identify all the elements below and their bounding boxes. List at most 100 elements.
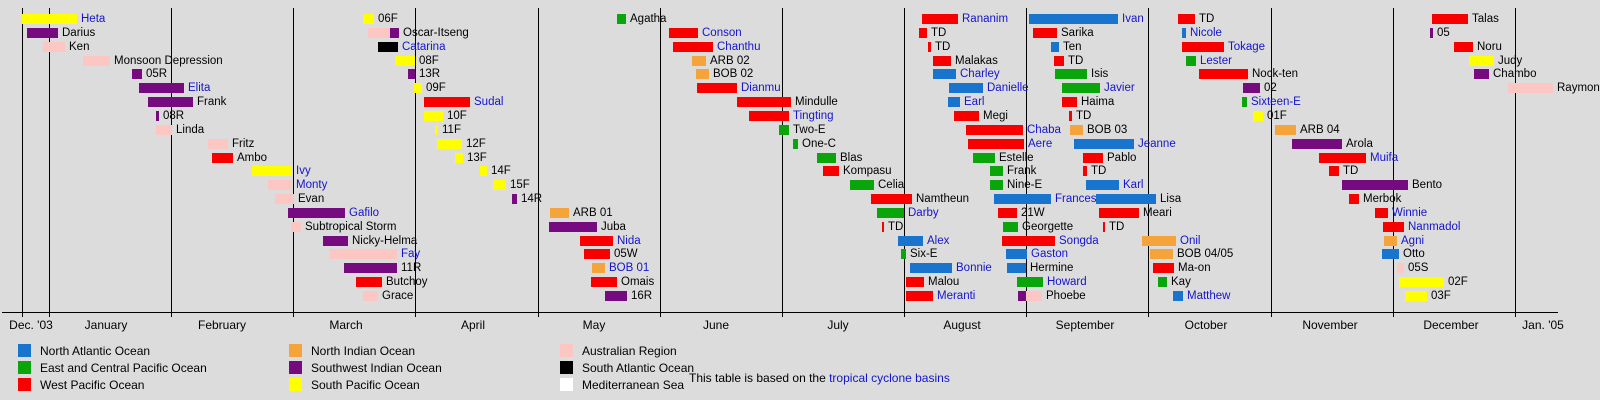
storm-label-frank: Frank: [197, 96, 227, 108]
storm-label-catarina[interactable]: Catarina: [402, 41, 446, 53]
month-gridline: [293, 8, 294, 312]
storm-label-darby[interactable]: Darby: [908, 207, 939, 219]
storm-label-onil[interactable]: Onil: [1180, 235, 1201, 247]
storm-bar-monty: [268, 180, 292, 190]
storm-label-21w: 21W: [1021, 207, 1045, 219]
storm-bar-otto: [1382, 249, 1399, 259]
storm-label-meranti[interactable]: Meranti: [937, 290, 976, 302]
storm-bar-11f: [435, 125, 438, 135]
storm-label-matthew[interactable]: Matthew: [1187, 290, 1231, 302]
storm-label-malakas: Malakas: [955, 55, 998, 67]
storm-label-javier[interactable]: Javier: [1104, 82, 1135, 94]
storm-label-monty[interactable]: Monty: [296, 179, 328, 191]
storm-label-elita[interactable]: Elita: [188, 82, 211, 94]
storm-label-bob-01[interactable]: BOB 01: [609, 262, 650, 274]
storm-label-agni[interactable]: Agni: [1401, 235, 1425, 247]
storm-label-alex[interactable]: Alex: [927, 235, 950, 247]
storm-label-bonnie[interactable]: Bonnie: [956, 262, 992, 274]
storm-label-05w: 05W: [614, 248, 638, 260]
storm-bar-agatha: [617, 14, 626, 24]
storm-bar-alex: [898, 236, 923, 246]
storm-label-03f: 03F: [1431, 290, 1451, 302]
storm-bar-haima: [1062, 97, 1077, 107]
storm-label-nicole[interactable]: Nicole: [1190, 27, 1222, 39]
legend-label-southwest-indian-ocean: Southwest Indian Ocean: [311, 361, 442, 375]
storm-label-ivy[interactable]: Ivy: [296, 165, 311, 177]
storm-label-judy: Judy: [1498, 55, 1523, 67]
storm-label-muifa[interactable]: Muifa: [1370, 152, 1399, 164]
storm-label-earl[interactable]: Earl: [964, 96, 985, 108]
storm-label-winnie[interactable]: Winnie: [1392, 207, 1428, 219]
month-gridline: [660, 8, 661, 312]
storm-bar-muifa: [1319, 153, 1366, 163]
storm-bar-isis: [1055, 69, 1087, 79]
storm-bar-howard: [1017, 277, 1043, 287]
storm-label-frances[interactable]: Frances: [1055, 193, 1097, 205]
storm-bar-21w: [998, 208, 1017, 218]
storm-label-tokage[interactable]: Tokage: [1228, 41, 1266, 53]
storm-bar-malakas: [933, 56, 951, 66]
storm-label-conson[interactable]: Conson: [702, 27, 742, 39]
storm-label-meari: Meari: [1143, 207, 1172, 219]
storm-label-phoebe: Phoebe: [1046, 290, 1086, 302]
storm-bar-juba: [549, 222, 597, 232]
storm-label-heta[interactable]: Heta: [81, 13, 106, 25]
storm-bar-phoebe: [1026, 291, 1042, 301]
storm-bar-nine-e: [990, 180, 1003, 190]
storm-label-gaston[interactable]: Gaston: [1031, 248, 1069, 260]
storm-bar-two-e: [779, 125, 789, 135]
storm-bar-nanmadol: [1383, 222, 1404, 232]
storm-bar-darius: [27, 28, 58, 38]
storm-label-sudal[interactable]: Sudal: [474, 96, 504, 108]
storm-label-pablo: Pablo: [1107, 152, 1137, 164]
storm-label-td: TD: [1091, 165, 1107, 177]
storm-label-bob-03: BOB 03: [1087, 124, 1128, 136]
storm-label-chaba[interactable]: Chaba: [1027, 124, 1061, 136]
legend-label-south-atlantic-ocean: South Atlantic Ocean: [582, 361, 695, 375]
storm-label-howard[interactable]: Howard: [1047, 276, 1087, 288]
storm-label-ivan[interactable]: Ivan: [1122, 13, 1144, 25]
storm-label-fay[interactable]: Fay: [401, 248, 421, 260]
storm-label-charley[interactable]: Charley: [960, 68, 1000, 80]
storm-bar-frank: [990, 166, 1003, 176]
storm-bar-jeanne: [1074, 139, 1134, 149]
storm-label-rananim[interactable]: Rananim: [962, 13, 1009, 25]
storm-label-ken: Ken: [69, 41, 90, 53]
storm-bar-td: [1103, 222, 1105, 232]
storm-label-dianmu[interactable]: Dianmu: [741, 82, 781, 94]
storm-label-danielle[interactable]: Danielle: [987, 82, 1029, 94]
storm-bar-meranti: [906, 291, 933, 301]
storm-label-nida[interactable]: Nida: [617, 235, 641, 247]
storm-label-two-e: Two-E: [793, 124, 826, 136]
storm-label-songda[interactable]: Songda: [1059, 235, 1099, 247]
legend-swatch-north-atlantic-ocean: [18, 344, 31, 357]
month-label-april: April: [460, 318, 486, 332]
storm-label-aere[interactable]: Aere: [1028, 138, 1053, 150]
storm-bar-meari: [1099, 208, 1139, 218]
storm-label-gafilo[interactable]: Gafilo: [349, 207, 380, 219]
storm-bar-td: [1178, 14, 1195, 24]
month-gridline: [49, 8, 50, 312]
storm-label-sixteen-e[interactable]: Sixteen-E: [1251, 96, 1301, 108]
storm-label-02f: 02F: [1448, 276, 1468, 288]
storm-label-jeanne[interactable]: Jeanne: [1138, 138, 1176, 150]
legend-label-north-indian-ocean: North Indian Ocean: [311, 344, 416, 358]
storm-label-lester[interactable]: Lester: [1200, 55, 1232, 67]
axis-tick: [1148, 312, 1149, 317]
storm-label-linda: Linda: [176, 124, 205, 136]
storm-bar-05: [1430, 28, 1433, 38]
storm-bar-12f: [437, 139, 462, 149]
storm-label-tingting[interactable]: Tingting: [793, 110, 834, 122]
storm-label-chanthu[interactable]: Chanthu: [717, 41, 761, 53]
storm-bar-sarika: [1033, 28, 1057, 38]
storm-label-karl[interactable]: Karl: [1123, 179, 1144, 191]
tropical-cyclone-basins-link[interactable]: tropical cyclone basins: [829, 371, 950, 385]
storm-label-monsoon-depression: Monsoon Depression: [114, 55, 223, 67]
storm-label-nanmadol[interactable]: Nanmadol: [1408, 221, 1461, 233]
storm-label-ten: Ten: [1063, 41, 1082, 53]
storm-bar-malou: [906, 277, 924, 287]
source-note-text: This table is based on the: [689, 371, 830, 385]
storm-bar-05s: [1397, 263, 1404, 273]
storm-label-11r: 11R: [401, 262, 422, 274]
storm-bar-nida: [580, 236, 613, 246]
